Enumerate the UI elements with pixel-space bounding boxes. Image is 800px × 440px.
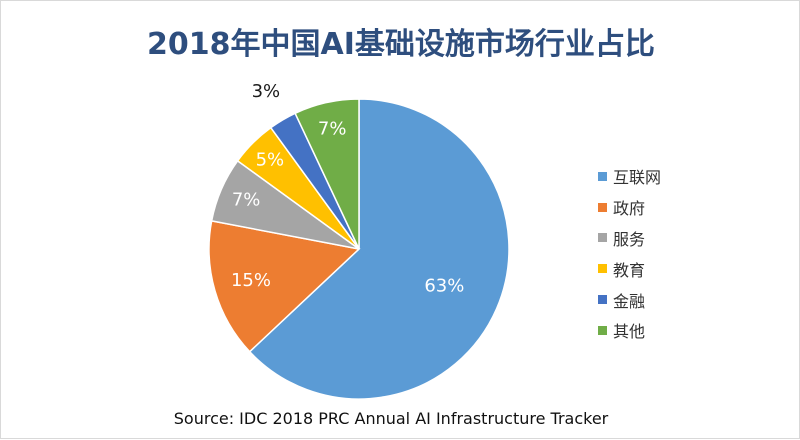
legend-item-other: 其他 [598,315,661,346]
data-label-government: 15% [231,270,271,291]
data-label-education: 5% [256,149,285,170]
legend-swatch [598,233,607,243]
legend-label: 服务 [613,229,646,249]
legend-swatch [598,295,607,305]
legend-label: 金融 [613,291,646,311]
legend-label: 政府 [613,199,646,219]
legend-swatch [598,171,607,181]
chart-legend: 互联网 政府 服务 教育 金融 其他 [598,161,661,346]
data-label-other: 7% [318,118,347,139]
legend-swatch [598,202,607,212]
chart-title: 2018年中国AI基础设施市场行业占比 [147,27,655,62]
data-label-services: 7% [232,190,261,211]
pie-slice-other [294,98,360,250]
legend-item-finance: 金融 [598,284,661,315]
legend-label: 互联网 [613,168,662,188]
legend-label: 其他 [613,322,646,342]
pie-slice-internet [248,98,510,400]
legend-item-government: 政府 [598,192,661,223]
data-label-internet: 63% [424,275,464,296]
legend-item-services: 服务 [598,223,661,254]
legend-label: 教育 [613,260,646,280]
source-note: Source: IDC 2018 PRC Annual AI Infrastru… [173,409,609,428]
legend-item-internet: 互联网 [598,161,661,192]
data-label-finance: 3% [252,81,281,102]
legend-item-education: 教育 [598,253,661,284]
pie-slice-government [208,220,361,353]
legend-swatch [598,264,607,274]
legend-swatch [598,325,607,335]
